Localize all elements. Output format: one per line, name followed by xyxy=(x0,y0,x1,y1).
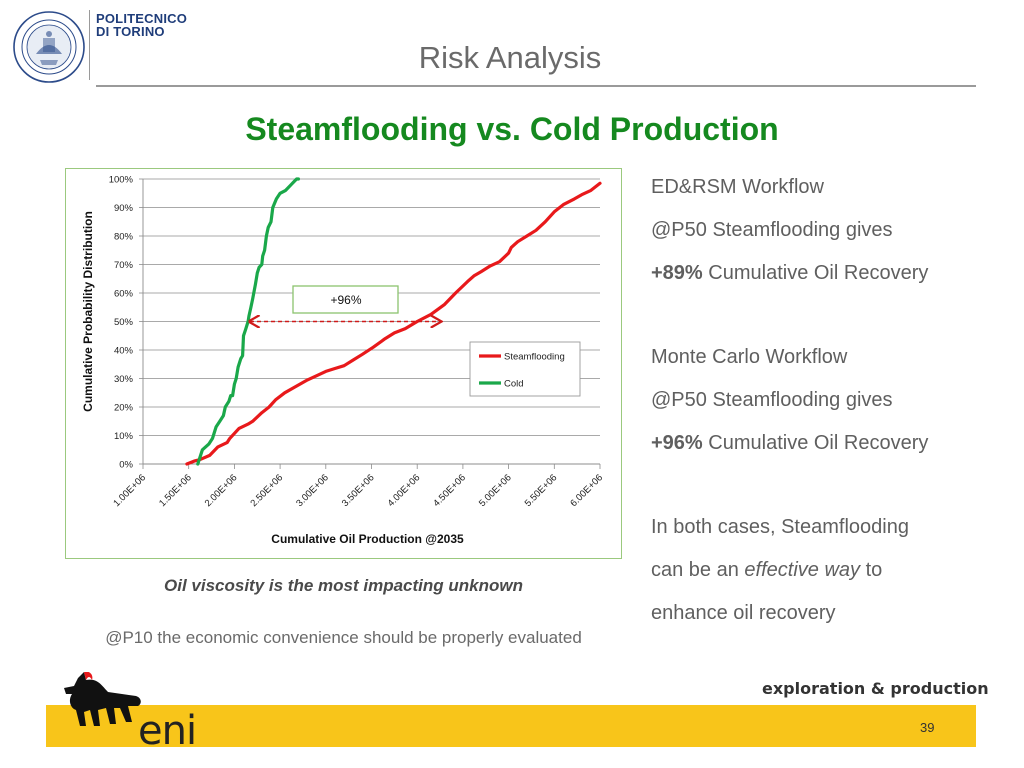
ed-title: ED&RSM Workflow xyxy=(651,176,824,198)
caption-main: Oil viscosity is the most impacting unkn… xyxy=(164,576,523,595)
brand-line-2: DI TORINO xyxy=(96,24,165,39)
footer-band xyxy=(46,705,976,747)
page-number: 39 xyxy=(920,720,935,735)
x-tick-label: 6.00E+06 xyxy=(568,472,605,509)
y-tick-label: 80% xyxy=(114,232,134,243)
x-tick-label: 3.00E+06 xyxy=(294,472,331,509)
x-tick-label: 2.00E+06 xyxy=(203,472,240,509)
mc-result: +96% Cumulative Oil Recovery xyxy=(651,426,991,469)
header-rule xyxy=(96,85,976,87)
legend-label: Cold xyxy=(504,379,524,390)
slide-title: Risk Analysis xyxy=(418,40,602,75)
y-tick-label: 60% xyxy=(114,289,134,300)
ed-percent: +89% xyxy=(651,262,703,284)
brand-line-1: POLITECNICO xyxy=(96,11,188,26)
x-tick-label: 5.50E+06 xyxy=(523,472,560,509)
mc-title: Monte Carlo Workflow xyxy=(651,346,848,368)
y-tick-label: 100% xyxy=(109,175,134,186)
brand-name: POLITECNICO DI TORINO xyxy=(96,12,187,38)
logo-divider xyxy=(89,10,90,80)
company-wordmark: eni xyxy=(138,708,197,754)
ed-line: @P50 Steamflooding gives xyxy=(651,219,893,241)
x-tick-label: 4.50E+06 xyxy=(431,472,468,509)
x-tick-label: 3.50E+06 xyxy=(340,472,377,509)
ed-result: +89% Cumulative Oil Recovery xyxy=(651,256,991,299)
conclusion-2a: can be an xyxy=(651,559,739,581)
six-legged-dog-logo xyxy=(64,672,141,726)
annotation-label: +96% xyxy=(330,293,361,307)
y-tick-label: 10% xyxy=(114,431,134,442)
legend-label: Steamflooding xyxy=(504,352,565,363)
x-tick-label: 4.00E+06 xyxy=(386,472,423,509)
conclusion-line-1: In both cases, Steamflooding xyxy=(651,516,909,538)
y-tick-label: 50% xyxy=(114,317,134,328)
y-tick-label: 40% xyxy=(114,346,134,357)
x-tick-label: 2.50E+06 xyxy=(248,472,285,509)
legend-box xyxy=(469,341,581,397)
chart-frame xyxy=(65,168,622,559)
mc-rest: Cumulative Oil Recovery xyxy=(708,432,929,454)
conclusion-2b: to xyxy=(865,559,883,581)
y-tick-label: 90% xyxy=(114,203,134,214)
annotation-box xyxy=(292,285,399,314)
conclusion-line-2: can be an effective way to xyxy=(651,553,991,596)
x-tick-label: 1.00E+06 xyxy=(111,472,148,509)
y-tick-label: 70% xyxy=(114,260,134,271)
y-tick-label: 0% xyxy=(119,460,133,471)
series-line-steamflooding xyxy=(185,181,602,466)
caption-secondary: @P10 the economic convenience should be … xyxy=(105,628,582,647)
mc-line: @P50 Steamflooding gives xyxy=(651,389,893,411)
x-axis-title: Cumulative Oil Production @2035 xyxy=(271,532,464,546)
cumulative-probability-chart: 0% 10% 20% 30% 40% 50% 60% 70% 80% 90% 100% 1.00E+0… xyxy=(81,175,605,547)
x-tick-label: 1.50E+06 xyxy=(157,472,194,509)
side-notes: ED&RSM Workflow @P50 Steamflooding gives… xyxy=(651,170,991,639)
x-tick-label: 5.00E+06 xyxy=(477,472,514,509)
politecnico-seal-logo xyxy=(13,11,85,83)
y-axis-title: Cumulative Probability Distribution xyxy=(81,211,95,412)
conclusion-line-3: enhance oil recovery xyxy=(651,602,836,624)
slide-subtitle: Steamflooding vs. Cold Production xyxy=(245,111,779,147)
ed-rest: Cumulative Oil Recovery xyxy=(708,262,929,284)
y-tick-label: 30% xyxy=(114,374,134,385)
division-label: exploration & production xyxy=(762,679,989,698)
mc-percent: +96% xyxy=(651,432,703,454)
y-tick-label: 20% xyxy=(114,403,134,414)
conclusion-emphasis: effective way xyxy=(744,559,861,581)
